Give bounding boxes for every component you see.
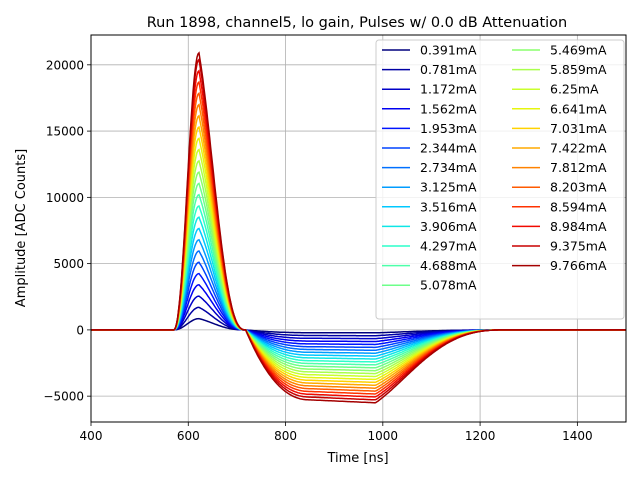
legend-item: 2.344mA — [382, 141, 477, 156]
x-tick-label: 400 — [80, 429, 103, 443]
legend-label: 3.516mA — [420, 199, 477, 214]
legend-item: 9.375mA — [512, 239, 607, 254]
legend-label: 1.172mA — [420, 82, 477, 97]
legend-item: 7.031mA — [512, 121, 607, 136]
legend-item: 5.078mA — [382, 278, 477, 293]
legend-label: 2.734mA — [420, 160, 477, 175]
legend-label: 4.297mA — [420, 239, 477, 254]
legend-label: 1.953mA — [420, 121, 477, 136]
legend-label: 7.031mA — [550, 121, 607, 136]
legend-item: 3.125mA — [382, 180, 477, 195]
legend-item: 9.766mA — [512, 258, 607, 273]
legend-item: 1.562mA — [382, 101, 477, 116]
legend-label: 6.641mA — [550, 101, 607, 116]
legend-item: 6.25mA — [512, 82, 599, 97]
x-axis: 400 600 800 1000 1200 1400 — [80, 422, 593, 443]
legend-label: 9.375mA — [550, 239, 607, 254]
legend-label: 1.562mA — [420, 101, 477, 116]
legend-label: 5.859mA — [550, 62, 607, 77]
y-tick-label: 5000 — [53, 257, 84, 271]
x-axis-label: Time [ns] — [326, 451, 388, 466]
legend-label: 2.344mA — [420, 141, 477, 156]
legend-item: 8.203mA — [512, 180, 607, 195]
x-tick-label: 1400 — [562, 429, 593, 443]
legend-item: 0.781mA — [382, 62, 477, 77]
legend-item: 8.984mA — [512, 219, 607, 234]
legend-item: 3.516mA — [382, 199, 477, 214]
legend-item: 7.812mA — [512, 160, 607, 175]
x-tick-label: 600 — [177, 429, 200, 443]
y-tick-label: −5000 — [43, 390, 84, 404]
legend-item: 3.906mA — [382, 219, 477, 234]
legend-label: 6.25mA — [550, 82, 599, 97]
legend-item: 6.641mA — [512, 101, 607, 116]
legend-label: 8.203mA — [550, 180, 607, 195]
legend-label: 3.125mA — [420, 180, 477, 195]
legend-label: 7.422mA — [550, 141, 607, 156]
legend-label: 5.078mA — [420, 278, 477, 293]
legend-item: 1.953mA — [382, 121, 477, 136]
legend-label: 9.766mA — [550, 258, 607, 273]
y-tick-label: 15000 — [46, 125, 84, 139]
legend-label: 4.688mA — [420, 258, 477, 273]
legend-item: 2.734mA — [382, 160, 477, 175]
legend-box — [375, 39, 625, 320]
y-axis: −5000 0 5000 10000 15000 20000 — [43, 58, 91, 404]
legend-item: 4.688mA — [382, 258, 477, 273]
legend-label: 8.984mA — [550, 219, 607, 234]
y-tick-label: 0 — [76, 323, 84, 337]
legend-label: 0.781mA — [420, 62, 477, 77]
y-axis-label: Amplitude [ADC Counts] — [14, 149, 29, 307]
y-tick-label: 20000 — [46, 58, 84, 72]
legend-item: 8.594mA — [512, 199, 607, 214]
legend-item: 7.422mA — [512, 141, 607, 156]
legend-label: 5.469mA — [550, 43, 607, 58]
legend-label: 8.594mA — [550, 199, 607, 214]
legend-item: 5.859mA — [512, 62, 607, 77]
x-tick-label: 1000 — [368, 429, 399, 443]
legend-label: 7.812mA — [550, 160, 607, 175]
legend-item: 5.469mA — [512, 43, 607, 58]
legend-item: 4.297mA — [382, 239, 477, 254]
series-line-9.766mA — [91, 51, 626, 404]
plot-frame — [90, 34, 627, 423]
legend-label: 3.906mA — [420, 219, 477, 234]
x-tick-label: 800 — [274, 429, 297, 443]
x-tick-label: 1200 — [465, 429, 496, 443]
legend-item: 1.172mA — [382, 82, 477, 97]
legend-label: 0.391mA — [420, 43, 477, 58]
chart-title: Run 1898, channel5, lo gain, Pulses w/ 0… — [147, 15, 568, 31]
legend: 0.391mA 0.781mA 1.172mA 1.562mA 1.953mA 2.344… — [375, 39, 625, 320]
series-line-0.391mA — [91, 317, 626, 334]
legend-item: 0.391mA — [382, 43, 477, 58]
y-tick-label: 10000 — [46, 191, 84, 205]
series-lines — [91, 51, 626, 404]
